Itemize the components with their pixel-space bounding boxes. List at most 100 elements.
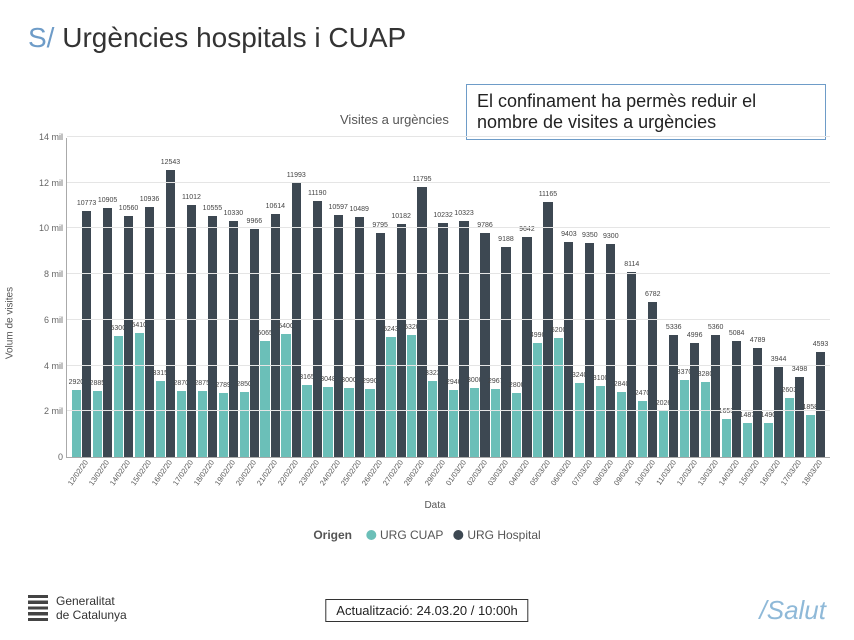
bar-group: 2026533611/03/20: [658, 138, 679, 457]
bar-hospital: 9795: [376, 233, 385, 457]
bar-group: 33231023229/02/20: [427, 138, 448, 457]
x-tick: 05/03/20: [528, 458, 552, 487]
bar-cuap: 2789: [219, 393, 228, 457]
legend-title: Origen: [313, 528, 352, 542]
bar-hospital: 10905: [103, 208, 112, 457]
bar-cuap: 5065: [260, 341, 269, 457]
bar-cuap: 2470: [638, 401, 647, 457]
bar-cuap: 5200: [554, 338, 563, 457]
bar-hospital: 10560: [124, 216, 133, 457]
bar-cuap: 1487: [743, 423, 752, 457]
x-tick: 20/02/20: [234, 458, 258, 487]
bar-cuap: 1490: [764, 423, 773, 457]
x-tick: 15/02/20: [129, 458, 153, 487]
bar-group: 50651061421/02/20: [260, 138, 281, 457]
bar-hospital: 4996: [690, 343, 699, 457]
y-tick: 14 mil: [37, 132, 63, 142]
legend-dot-hospital: [453, 530, 463, 540]
x-tick: 18/03/20: [800, 458, 824, 487]
bar-cuap: 2026: [659, 411, 668, 457]
chart-title: Visites a urgències: [340, 112, 449, 127]
bar-cuap: 3240: [575, 383, 584, 457]
bar-hospital: 10323: [459, 221, 468, 457]
bar-cuap: 4990: [533, 343, 542, 457]
y-tick: 6 mil: [37, 315, 63, 325]
y-tick: 12 mil: [37, 178, 63, 188]
bar-hospital: 9188: [501, 247, 510, 457]
bar-group: 53201179528/02/20: [407, 138, 428, 457]
update-box: Actualització: 24.03.20 / 10:00h: [325, 599, 528, 622]
bar-group: 28751055518/02/20: [197, 138, 218, 457]
bar-value-label: 4593: [813, 341, 829, 348]
bar-hospital: 11993: [292, 183, 301, 457]
gridline: [67, 319, 830, 320]
title-main: Urgències hospitals i CUAP: [62, 22, 406, 53]
bar-group: 30481059724/02/20: [323, 138, 344, 457]
x-tick: 21/02/20: [255, 458, 279, 487]
bar-hospital: 9300: [606, 244, 615, 457]
bar-cuap: 2850: [240, 392, 249, 457]
chart-area: Volum de visites 29201077312/02/20288510…: [40, 138, 830, 508]
bar-cuap: 3048: [323, 387, 332, 457]
legend-item-hospital: URG Hospital: [453, 528, 540, 542]
gridline: [67, 410, 830, 411]
bar-cuap: 2967: [491, 389, 500, 457]
bar-cuap: 3323: [428, 381, 437, 457]
bar-group: 2850996620/02/20: [239, 138, 260, 457]
y-tick: 10 mil: [37, 223, 63, 233]
bar-group: 3000978602/03/20: [469, 138, 490, 457]
bar-hospital: 11190: [313, 201, 322, 457]
x-tick: 04/03/20: [507, 458, 531, 487]
bar-group: 29401032301/03/20: [448, 138, 469, 457]
bar-group: 31651119023/02/20: [302, 138, 323, 457]
bar-hospital: 10614: [271, 214, 280, 457]
bar-group: 28851090513/02/20: [92, 138, 113, 457]
bar-group: 28701101217/02/20: [176, 138, 197, 457]
bar-group: 3100930008/03/20: [595, 138, 616, 457]
bar-cuap: 1858: [806, 415, 815, 457]
bar-cuap: 1653: [722, 419, 731, 457]
bar-group: 27891033019/02/20: [218, 138, 239, 457]
x-tick: 18/02/20: [192, 458, 216, 487]
bar-group: 3240935007/03/20: [574, 138, 595, 457]
x-tick: 13/02/20: [87, 458, 111, 487]
bar-hospital: 5360: [711, 335, 720, 458]
bar-hospital: 6782: [648, 302, 657, 457]
gridline: [67, 365, 830, 366]
bar-hospital: 10597: [334, 215, 343, 457]
y-tick: 8 mil: [37, 269, 63, 279]
bar-cuap: 2990: [365, 389, 374, 457]
bar-group: 2840811409/03/20: [616, 138, 637, 457]
x-tick: 17/03/20: [779, 458, 803, 487]
bar-hospital: 10330: [229, 221, 238, 457]
x-tick: 27/02/20: [381, 458, 405, 487]
bar-hospital: 12543: [166, 170, 175, 457]
x-tick: 19/02/20: [213, 458, 237, 487]
bar-hospital: 9786: [480, 233, 489, 457]
footer-logo: Generalitat de Catalunya: [28, 594, 127, 622]
title-prefix: S/: [28, 22, 54, 53]
x-tick: 29/02/20: [423, 458, 447, 487]
bar-group: 1490394416/03/20: [763, 138, 784, 457]
bar-cuap: 3000: [470, 388, 479, 457]
legend: Origen URG CUAP URG Hospital: [313, 528, 540, 542]
bar-group: 3370499612/03/20: [679, 138, 700, 457]
bar-hospital: 10773: [82, 211, 91, 457]
bar-group: 52431018227/02/20: [386, 138, 407, 457]
y-axis-label: Volum de visites: [5, 287, 16, 359]
bar-cuap: 5320: [407, 335, 416, 457]
x-tick: 03/03/20: [486, 458, 510, 487]
footer-org-text: Generalitat de Catalunya: [56, 594, 127, 622]
callout-box: El confinament ha permès reduir el nombr…: [466, 84, 826, 140]
x-tick: 02/03/20: [465, 458, 489, 487]
legend-dot-cuap: [366, 530, 376, 540]
y-tick: 0: [37, 452, 63, 462]
bar-group: 5200940306/03/20: [553, 138, 574, 457]
x-tick: 22/02/20: [276, 458, 300, 487]
bar-cuap: 3100: [596, 386, 605, 457]
footer-org-line1: Generalitat: [56, 594, 127, 608]
x-tick: 26/02/20: [360, 458, 384, 487]
bar-cuap: 3000: [344, 388, 353, 457]
gridline: [67, 273, 830, 274]
x-tick: 16/02/20: [150, 458, 174, 487]
